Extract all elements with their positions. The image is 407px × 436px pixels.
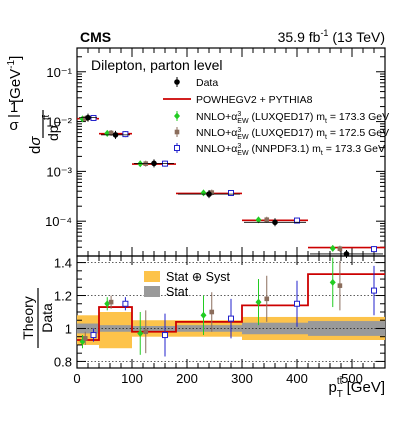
luxqed_1725-point: [337, 246, 343, 252]
panel-annotation: Dilepton, parton level: [91, 57, 223, 73]
luxqed_1733-ratio-point: [137, 329, 144, 337]
legend-label-luxqed_1733: NNLO+α3 EW (LUXQED17) mt = 173.3 GeV: [196, 111, 389, 125]
luxqed_1725-point: [264, 217, 270, 223]
ratio-axis-ticks: 0.8 1 1.2 1.4 0 100 200 300 400 500: [54, 256, 386, 386]
luxqed_1733-ratio-point: [255, 298, 262, 306]
legend-swatch-stat-syst: [144, 271, 160, 282]
y-tick-label: 10⁻¹: [46, 65, 72, 80]
luxqed_1733-point: [255, 216, 262, 224]
nnpdf-ratio-point: [294, 300, 300, 307]
experiment-label: CMS: [80, 29, 111, 45]
x-tick-label: 300: [231, 371, 253, 386]
stat-band: [242, 322, 308, 335]
ratio-y-tick-label: 1: [65, 321, 72, 336]
ylabel-one: 1: [10, 99, 18, 116]
nnpdf-ratio-point: [371, 287, 377, 294]
ratio-marks: [77, 257, 385, 357]
y-tick-label: 10⁻⁴: [45, 214, 72, 229]
top-panel-marks: [77, 113, 385, 258]
y-tick-label: 10⁻²: [46, 115, 72, 130]
nnpdf-point: [371, 246, 377, 253]
luxqed_1725-ratio-point: [82, 336, 88, 341]
luxqed_1733-point: [329, 244, 336, 252]
x-tick-label: 100: [121, 371, 143, 386]
luxqed_1725-ratio-point: [337, 283, 343, 288]
luxqed_1733-ratio-point: [329, 278, 336, 286]
x-tick-label: 400: [286, 371, 308, 386]
luxqed_1733-ratio-point: [104, 300, 111, 308]
data-point: [151, 160, 157, 167]
legend: Data POWHEGV2 + PYTHIA8 NNLO+α3 EW (LUXQED1…: [163, 77, 389, 157]
nnpdf-point: [122, 131, 129, 138]
legend-swatch-data: [174, 79, 180, 85]
legend-label-stat: Stat: [166, 285, 189, 299]
data-point: [85, 114, 91, 121]
ratio-ylabel-data: Data: [39, 303, 55, 333]
luxqed_1725-point: [82, 116, 88, 121]
top-axis-ticks: 10⁻¹ 10⁻² 10⁻³ 10⁻⁴: [45, 48, 386, 257]
legend-label-powheg: POWHEGV2 + PYTHIA8: [196, 94, 313, 106]
ratio-y-axis-label: Theory Data: [20, 288, 55, 348]
luxqed_1733-point: [137, 160, 144, 168]
nnpdf-point: [294, 217, 300, 224]
ylabel-sigma: σ: [9, 117, 19, 134]
nnpdf-ratio-point: [162, 332, 168, 339]
nnpdf-ratio-point: [90, 332, 97, 339]
x-tick-label: 0: [73, 371, 80, 386]
ylabel-units: [GeV-1]: [6, 56, 24, 103]
stat-band: [176, 325, 242, 332]
nnpdf-point: [228, 190, 234, 197]
luxqed_1733-point: [200, 189, 207, 197]
nnpdf-ratio-point: [228, 315, 234, 322]
ratio-ylabel-theory: Theory: [20, 296, 36, 340]
data-point: [206, 191, 212, 197]
ratio-y-tick-label: 1.2: [54, 289, 72, 304]
legend-swatch-luxqed_1725: [174, 129, 180, 135]
luxqed_1725-point: [209, 190, 215, 195]
data-point: [112, 132, 119, 138]
legend-swatch-stat: [144, 286, 160, 297]
powheg-ratio-step: [77, 273, 385, 341]
legend-swatch-luxqed_1733: [174, 112, 180, 120]
legend-label-luxqed_1725: NNLO+α3 EW (LUXQED17) mt = 172.5 GeV: [196, 127, 389, 141]
x-tick-label: 200: [176, 371, 198, 386]
ylabel-derivative: dσ: [27, 136, 44, 154]
luminosity-label: 35.9 fb-1 (13 TeV): [278, 28, 385, 45]
legend-label-nnpdf: NNLO+α3 EW (NNPDF3.1) mt = 173.3 GeV: [196, 143, 385, 157]
luxqed_1725-point: [108, 130, 114, 136]
legend-swatch-nnpdf: [174, 145, 180, 151]
data-point: [272, 219, 278, 226]
x-tick-label: 500: [341, 371, 363, 386]
luxqed_1725-ratio-point: [143, 329, 149, 335]
y-tick-label: 10⁻³: [46, 164, 72, 179]
nnpdf-ratio-point: [122, 300, 129, 307]
luxqed_1725-ratio-point: [264, 296, 270, 302]
luxqed_1725-ratio-point: [209, 309, 215, 315]
data-point: [343, 251, 350, 257]
legend-label-data: Data: [196, 77, 218, 89]
ratio-y-tick-label: 1.4: [54, 256, 72, 271]
x-axis-label: pTtt̄ [GeV]: [328, 375, 385, 400]
ratio-y-tick-label: 0.8: [54, 354, 72, 369]
luxqed_1733-ratio-point: [200, 311, 207, 319]
luxqed_1725-ratio-point: [108, 299, 114, 305]
legend-label-stat-syst: Stat ⊕ Syst: [166, 270, 230, 284]
